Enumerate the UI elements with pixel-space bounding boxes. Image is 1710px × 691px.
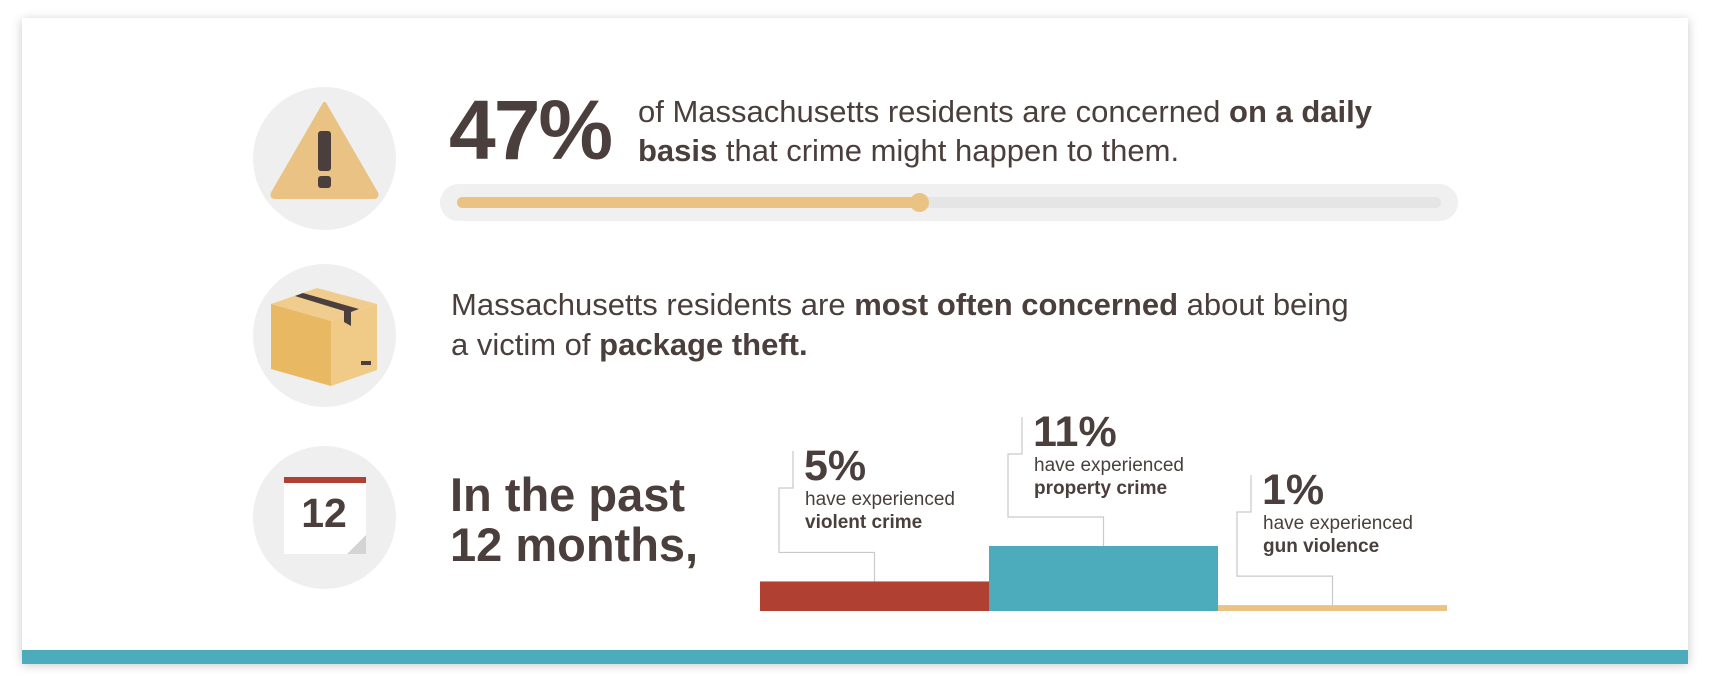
warning-circle [253,87,396,230]
progress-knob [910,193,930,212]
leader-line [778,451,876,582]
bar-prefix-label: have experienced [1034,455,1184,476]
leader-line [1236,475,1334,606]
concern-percent: 47% [449,83,613,177]
daily-concern-text-a: of Massachusetts residents are concerned [638,94,1230,129]
daily-concern-text-bold: on a daily basis [638,94,1373,168]
bar-value-label: 5% [804,442,866,490]
package-theft-text: Massachusetts residents are most often c… [451,285,1351,365]
past-12-months-heading: In the past 12 months, [450,470,698,570]
bar-category-label: violent crime [805,512,922,533]
package-theft-bold2: package theft. [599,327,808,362]
concern-progress-bar [440,184,1458,221]
footer-accent-bar [22,650,1688,664]
leader-line [1007,417,1105,546]
bar-property-crime [989,546,1218,611]
bar-prefix-label: have experienced [1263,513,1413,534]
package-theft-text-b: about being a victim of [451,287,1349,362]
package-box-icon [271,288,377,386]
daily-concern-text-b: that crime might happen to them. [717,133,1180,168]
progress-track-line [457,193,1441,212]
calendar-day: 12 [301,490,347,536]
calendar-circle: 12 [253,446,396,589]
box-circle [253,264,396,407]
progress-fill [457,197,920,208]
package-theft-bold1: most often concerned [854,287,1179,322]
bar-gun-violence [1218,605,1447,611]
bar-violent-crime [760,581,989,611]
past-heading-line1: In the past [450,468,686,521]
bar-category-label: gun violence [1263,536,1379,557]
package-theft-text-a: Massachusetts residents are [451,287,855,322]
past-heading-line2: 12 months, [450,518,699,571]
calendar-icon: 12 [284,477,366,554]
daily-concern-text: of Massachusetts residents are concerned… [638,92,1398,170]
warning-triangle-icon [270,102,379,199]
bar-value-label: 11% [1033,408,1117,456]
bar-value-label: 1% [1262,466,1324,514]
bar-prefix-label: have experienced [805,489,955,510]
bar-category-label: property crime [1034,478,1167,499]
